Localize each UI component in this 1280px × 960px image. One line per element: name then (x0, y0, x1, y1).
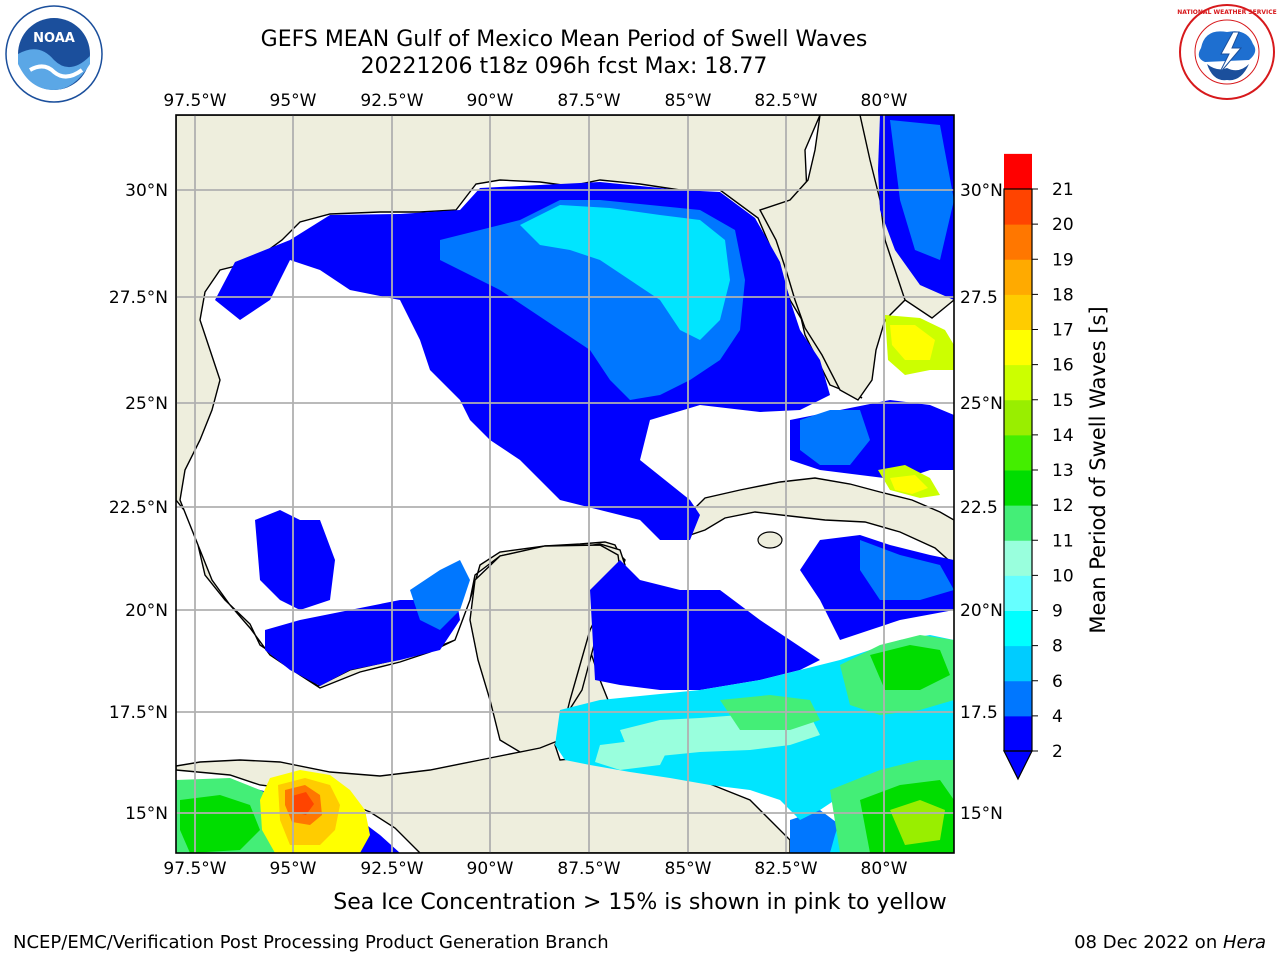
map-figure: 97.5°W 95°W 92.5°W 90°W 87.5°W 85°W 82.5… (109, 91, 1110, 879)
colorbar-title: Mean Period of Swell Waves [s] (1086, 306, 1110, 633)
colorbar-segment (1004, 540, 1032, 576)
colorbar-tick-label: 4 (1052, 707, 1063, 727)
lon-labels-bottom: 97.5°W 95°W 92.5°W 90°W 87.5°W 85°W 82.5… (163, 859, 907, 879)
colorbar-extend-arrow (1003, 750, 1033, 781)
lat-label-left: 25°N (125, 394, 168, 414)
lon-label-top: 95°W (270, 91, 317, 111)
sea-ice-note: Sea Ice Concentration > 15% is shown in … (333, 890, 947, 915)
colorbar-segment (1004, 153, 1032, 190)
lon-label-top: 80°W (861, 91, 908, 111)
graticule (176, 115, 954, 853)
colorbar: 2 4 6 8 9 10 11 12 13 14 15 16 17 18 19 20 21 (1003, 153, 1074, 781)
lat-label-left: 30°N (125, 181, 168, 201)
lat-label-right: 17.5 (960, 703, 998, 723)
lon-label-bottom: 95°W (270, 859, 317, 879)
colorbar-segment (1004, 505, 1032, 541)
colorbar-segment (1004, 470, 1032, 506)
colorbar-segment (1004, 715, 1032, 752)
colorbar-segment (1004, 294, 1032, 330)
footer-machine: Hera (1222, 932, 1266, 953)
colorbar-segment (1004, 610, 1032, 647)
lat-label-left: 22.5°N (109, 498, 168, 518)
colorbar-tick-label: 6 (1052, 672, 1063, 692)
colorbar-tick-label: 2 (1052, 742, 1063, 762)
colorbar-segment (1004, 434, 1032, 471)
colorbar-segment (1004, 364, 1032, 401)
lat-label-right: 22.5 (960, 498, 998, 518)
colorbar-tick-label: 9 (1052, 602, 1063, 622)
lon-label-top: 90°W (467, 91, 514, 111)
colorbar-tick-label: 8 (1052, 637, 1063, 657)
lon-label-bottom: 90°W (467, 859, 514, 879)
nws-logo-ring-text: NATIONAL WEATHER SERVICE (1177, 9, 1276, 16)
colorbar-tick-label: 19 (1052, 250, 1074, 270)
lon-label-top: 97.5°W (163, 91, 226, 111)
colorbar-tick-label: 17 (1052, 321, 1074, 341)
lat-label-right: 15°N (960, 804, 1003, 824)
colorbar-tick-label: 18 (1052, 285, 1074, 305)
colorbar-segment (1004, 189, 1032, 225)
noaa-logo: NOAA (5, 5, 103, 103)
lat-label-left: 15°N (125, 804, 168, 824)
lon-label-bottom: 92.5°W (360, 859, 423, 879)
nws-logo: NATIONAL WEATHER SERVICE (1177, 4, 1277, 100)
colorbar-tick-label: 16 (1052, 356, 1074, 376)
lon-label-bottom: 97.5°W (163, 859, 226, 879)
colorbar-tick-label: 10 (1052, 566, 1074, 586)
colorbar-segment (1004, 329, 1032, 366)
lat-label-left: 17.5°N (109, 703, 168, 723)
lon-label-top: 92.5°W (360, 91, 423, 111)
land-isle-youth (757, 531, 783, 549)
colorbar-tick-label: 14 (1052, 426, 1074, 446)
lat-label-right: 27.5 (960, 288, 998, 308)
map-area (176, 115, 954, 853)
map-frame (175, 114, 955, 854)
lon-label-top: 87.5°W (557, 91, 620, 111)
lon-label-top: 85°W (665, 91, 712, 111)
colorbar-segment (1004, 224, 1032, 260)
colorbar-tick-label: 12 (1052, 496, 1074, 516)
lon-label-bottom: 85°W (665, 859, 712, 879)
land-yucatan (469, 544, 621, 753)
colorbar-tick-label: 20 (1052, 215, 1074, 235)
land-florida (758, 115, 906, 401)
lat-labels-right: 30°N 27.5 25°N 22.5 20°N 17.5 15°N (960, 181, 1003, 824)
lat-label-left: 27.5°N (109, 288, 168, 308)
noaa-logo-text: NOAA (33, 31, 75, 46)
footer-date: 08 Dec 2022 on Hera (1074, 932, 1266, 953)
lon-label-top: 82.5°W (754, 91, 817, 111)
lat-label-right: 25°N (960, 394, 1003, 414)
colorbar-segment (1004, 259, 1032, 295)
colorbar-segment (1004, 645, 1032, 682)
colorbar-tick-label: 11 (1052, 531, 1074, 551)
footer-date-text: 08 Dec 2022 on (1074, 932, 1223, 953)
chart-subtitle: 20221206 t18z 096h fcst Max: 18.77 (360, 54, 768, 79)
colorbar-segment (1004, 575, 1032, 611)
footer-credit: NCEP/EMC/Verification Post Processing Pr… (13, 932, 609, 953)
land-cuba (687, 477, 954, 566)
colorbar-segment (1004, 399, 1032, 436)
chart-title: GEFS MEAN Gulf of Mexico Mean Period of … (260, 27, 868, 52)
lat-labels-left: 30°N 27.5°N 25°N 22.5°N 20°N 17.5°N 15°N (109, 181, 168, 824)
lon-labels-top: 97.5°W 95°W 92.5°W 90°W 87.5°W 85°W 82.5… (163, 91, 907, 111)
lon-label-bottom: 82.5°W (754, 859, 817, 879)
colorbar-tick-label: 15 (1052, 391, 1074, 411)
lat-label-right: 20°N (960, 601, 1003, 621)
colorbar-tick-label: 21 (1052, 180, 1074, 200)
lon-label-bottom: 87.5°W (557, 859, 620, 879)
lon-label-bottom: 80°W (861, 859, 908, 879)
colorbar-segment (1004, 680, 1032, 717)
lat-label-left: 20°N (125, 601, 168, 621)
colorbar-tick-label: 13 (1052, 461, 1074, 481)
lat-label-right: 30°N (960, 181, 1003, 201)
